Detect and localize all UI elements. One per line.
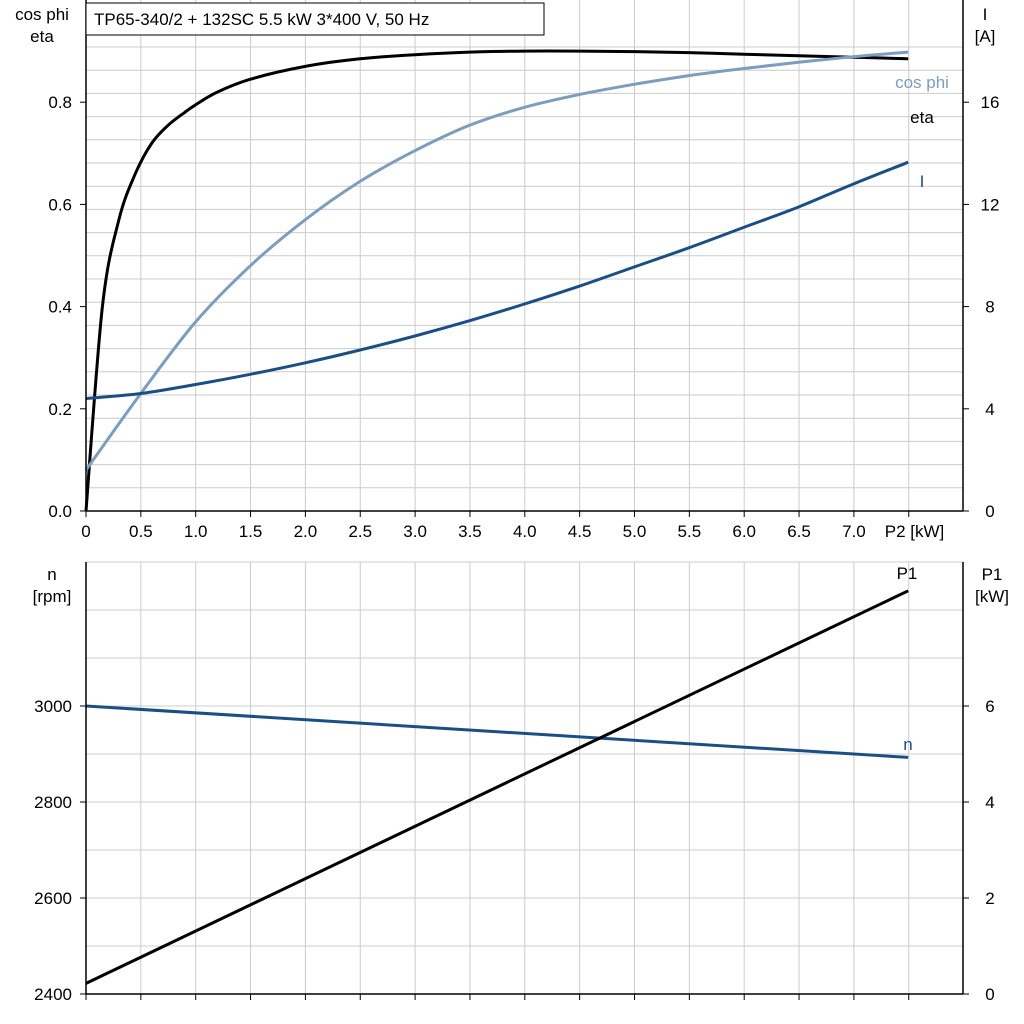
left-tick-label: 2600 <box>34 889 72 908</box>
chart-title-box <box>85 2 545 36</box>
x-tick-label: 5.0 <box>623 522 647 541</box>
bottom-left-axis-label-line1: n <box>47 565 56 584</box>
bottom-right-axis-label-line2: [kW] <box>975 587 1009 606</box>
right-tick-label: 8 <box>985 298 994 317</box>
left-tick-label: 0.0 <box>48 502 72 521</box>
x-tick-label: 6.5 <box>787 522 811 541</box>
x-tick-label: 7.0 <box>842 522 866 541</box>
left-tick-label: 2400 <box>34 985 72 1004</box>
left-tick-label: 0.2 <box>48 400 72 419</box>
right-tick-label: 16 <box>981 93 1000 112</box>
cos-phi-series-label: cos phi <box>895 73 949 92</box>
eta-series-line <box>84 49 909 512</box>
speed-series-label: n <box>903 735 912 754</box>
bottom-chart-tick-labels: 2400 2600 2800 3000 0 2 4 6 <box>34 697 995 1004</box>
n-series-line <box>85 704 909 759</box>
cos-phi-series-line <box>84 50 909 471</box>
x-tick-label: 4.0 <box>513 522 537 541</box>
bottom-left-axis-label-line2: [rpm] <box>33 587 72 606</box>
right-tick-label: 0 <box>985 985 994 1004</box>
left-tick-label: 0.8 <box>48 93 72 112</box>
bottom-chart-series <box>85 589 909 985</box>
right-tick-label: 12 <box>981 195 1000 214</box>
top-chart-grid <box>86 0 963 511</box>
p1-series-label: P1 <box>897 564 918 583</box>
right-tick-label: 4 <box>985 400 994 419</box>
top-right-axis-label-line2: [A] <box>975 27 996 46</box>
p1-series-line <box>85 589 909 985</box>
left-tick-label: 0.6 <box>48 195 72 214</box>
top-chart-tick-labels: 0.0 0.2 0.4 0.6 0.8 0 4 8 12 16 0 0.5 1.0 1.5 2.0 2.5 3.… <box>48 93 999 541</box>
x-tick-label: 3.0 <box>403 522 427 541</box>
eta-series-label: eta <box>910 108 934 127</box>
right-tick-label: 2 <box>985 889 994 908</box>
right-tick-label: 6 <box>985 697 994 716</box>
right-tick-label: 4 <box>985 793 994 812</box>
left-tick-label: 0.4 <box>48 298 72 317</box>
x-tick-label: 1.5 <box>239 522 263 541</box>
top-chart-axes <box>80 0 969 517</box>
bottom-chart-axes <box>80 562 969 1000</box>
left-tick-label: 2800 <box>34 793 72 812</box>
x-tick-label: P2 [kW] <box>885 522 945 541</box>
x-tick-label: 2.0 <box>294 522 318 541</box>
right-tick-label: 0 <box>985 502 994 521</box>
x-tick-label: 3.5 <box>458 522 482 541</box>
x-tick-label: 5.5 <box>678 522 702 541</box>
bottom-right-axis-label-line1: P1 <box>982 565 1003 584</box>
current-series-label: I <box>920 172 925 191</box>
x-tick-label: 0.5 <box>129 522 153 541</box>
x-tick-label: 0 <box>81 522 90 541</box>
top-chart-series <box>84 49 909 512</box>
left-tick-label: 3000 <box>34 697 72 716</box>
top-left-axis-label-line2: eta <box>30 27 54 46</box>
chart-title: TP65-340/2 + 132SC 5.5 kW 3*400 V, 50 Hz <box>94 10 429 29</box>
x-tick-label: 1.0 <box>184 522 208 541</box>
x-tick-label: 6.0 <box>732 522 756 541</box>
x-tick-label: 2.5 <box>348 522 372 541</box>
bottom-chart-grid <box>86 561 963 994</box>
top-right-axis-label-line1: I <box>983 5 988 24</box>
x-tick-label: 4.5 <box>568 522 592 541</box>
i-series-line <box>85 160 909 401</box>
top-left-axis-label-line1: cos phi <box>15 5 69 24</box>
